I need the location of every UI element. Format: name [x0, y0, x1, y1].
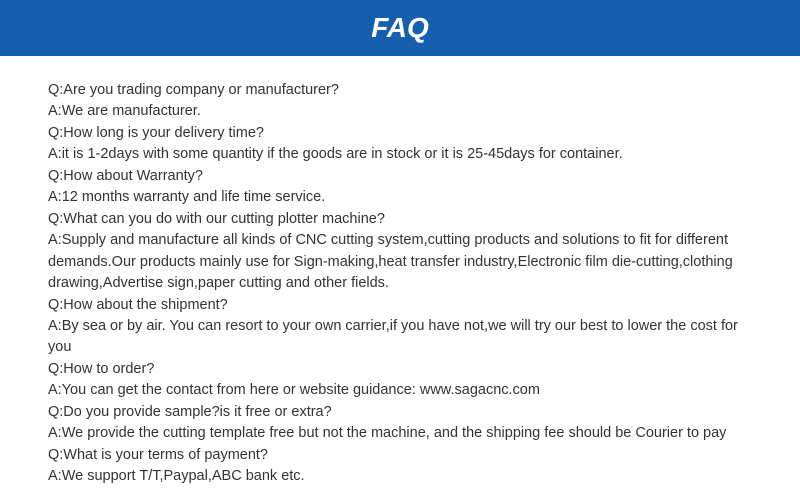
faq-line: Q:Do you provide sample?is it free or ex…	[48, 402, 752, 423]
faq-line: A:You can get the contact from here or w…	[48, 380, 752, 401]
faq-line: Q:How about Warranty?	[48, 166, 752, 187]
faq-line: A:We are manufacturer.	[48, 101, 752, 122]
faq-content: Q:Are you trading company or manufacture…	[0, 56, 800, 504]
faq-title: FAQ	[371, 12, 429, 43]
faq-line: A:12 months warranty and life time servi…	[48, 187, 752, 208]
faq-line: Q:How to order?	[48, 359, 752, 380]
faq-header: FAQ	[0, 0, 800, 56]
faq-line: Q:How long is your delivery time?	[48, 123, 752, 144]
faq-line: A:We provide the cutting template free b…	[48, 423, 752, 444]
faq-line: Q:Are you trading company or manufacture…	[48, 80, 752, 101]
faq-line: A:it is 1-2days with some quantity if th…	[48, 144, 752, 165]
faq-line: A:We support T/T,Paypal,ABC bank etc.	[48, 466, 752, 487]
faq-line: A:Supply and manufacture all kinds of CN…	[48, 230, 752, 294]
faq-line: Q:What is your terms of payment?	[48, 445, 752, 466]
faq-line: A:By sea or by air. You can resort to yo…	[48, 316, 752, 359]
faq-line: Q:How about the shipment?	[48, 295, 752, 316]
faq-line: Q:What can you do with our cutting plott…	[48, 209, 752, 230]
